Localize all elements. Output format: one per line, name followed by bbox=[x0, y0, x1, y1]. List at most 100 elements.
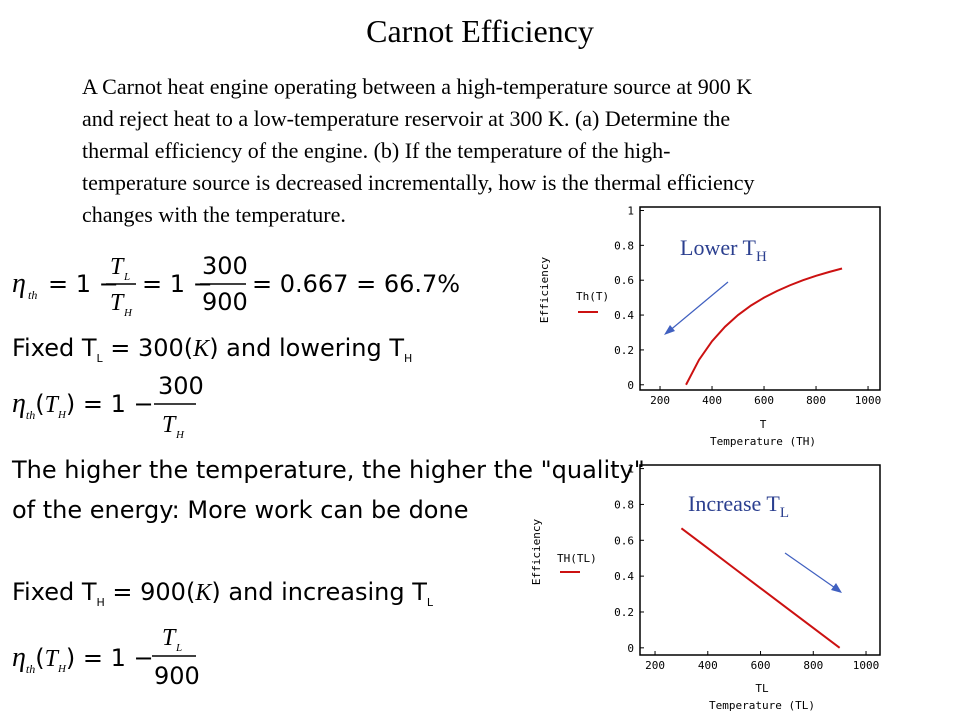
y-tick-label: 1 bbox=[627, 204, 634, 217]
subscript: H bbox=[756, 249, 767, 265]
symbol: η bbox=[12, 642, 26, 673]
x-tick-label: 200 bbox=[650, 394, 670, 407]
arrow-head bbox=[831, 583, 842, 593]
x-axis-label: TL bbox=[755, 682, 769, 695]
subscript: H bbox=[404, 352, 412, 365]
series-line bbox=[685, 267, 843, 386]
arrow-head bbox=[664, 325, 675, 335]
x-tick-label: 600 bbox=[754, 394, 774, 407]
equation-1: η th = 1 − T L T H = 1 − 300 900 = 0.667… bbox=[12, 252, 460, 319]
text: = 900( bbox=[105, 578, 196, 606]
y-tick-label: 0.6 bbox=[614, 534, 634, 547]
equation-3: ηth(TH) = 1 − T L 900 bbox=[12, 625, 200, 690]
y-axis-label: Efficiency bbox=[538, 257, 551, 324]
text: Fixed T bbox=[12, 578, 97, 606]
y-tick-label: 0.4 bbox=[614, 570, 634, 583]
subscript: L bbox=[123, 271, 130, 283]
y-tick-label: 0.2 bbox=[614, 344, 634, 357]
subscript: th bbox=[26, 408, 35, 422]
plot-frame bbox=[639, 464, 881, 656]
problem-line: and reject heat to a low-temperature res… bbox=[82, 106, 730, 131]
subscript: th bbox=[28, 288, 37, 302]
text: Fixed T bbox=[12, 334, 97, 362]
y-tick-label: 1 bbox=[627, 463, 634, 476]
fixed-tl: Fixed TL = 300(K) and lowering TH bbox=[12, 334, 412, 365]
denominator: 900 bbox=[154, 662, 200, 690]
symbol: η bbox=[12, 388, 26, 419]
subscript: H bbox=[57, 663, 67, 675]
problem: A Carnot heat engine operating between a… bbox=[82, 74, 755, 227]
title: Carnot Efficiency bbox=[366, 13, 594, 49]
subscript: th bbox=[26, 662, 35, 676]
plot-frame bbox=[639, 206, 881, 391]
text: ) = 1 − bbox=[66, 644, 154, 672]
subscript: H bbox=[175, 429, 185, 441]
text: Lower T bbox=[680, 235, 757, 260]
x-tick-label: 800 bbox=[803, 659, 823, 672]
quality-line: of the energy: More work can be done bbox=[12, 496, 468, 524]
subscript: L bbox=[175, 642, 182, 654]
equation: ηth(TH) = 1 − bbox=[12, 388, 154, 422]
y-tick-label: 0.8 bbox=[614, 239, 634, 252]
problem-line: A Carnot heat engine operating between a… bbox=[82, 74, 752, 99]
text: ) and lowering T bbox=[209, 334, 404, 362]
arrow bbox=[784, 552, 839, 591]
denominator: 900 bbox=[202, 288, 248, 316]
numerator: T bbox=[162, 625, 177, 651]
y-axis-label: Efficiency bbox=[530, 519, 543, 586]
subscript: L bbox=[427, 596, 434, 609]
denominator: T bbox=[110, 290, 125, 316]
x-tick-label: 400 bbox=[702, 394, 722, 407]
y-tick-label: 0.8 bbox=[614, 498, 634, 511]
legend-label: TH(TL) bbox=[557, 552, 597, 565]
x-axis-description: Temperature (TL) bbox=[709, 699, 815, 712]
annotation: Lower TH bbox=[680, 235, 767, 265]
y-tick-label: 0 bbox=[627, 642, 634, 655]
x-tick-label: 1000 bbox=[853, 659, 880, 672]
x-tick-label: 200 bbox=[645, 659, 665, 672]
subscript: L bbox=[96, 352, 103, 365]
y-tick-label: 0.4 bbox=[614, 309, 634, 322]
quality-line: The higher the temperature, the higher t… bbox=[11, 456, 645, 484]
fixed-th: Fixed TH = 900(K) and increasing TL bbox=[12, 578, 434, 609]
x-axis-label: T bbox=[760, 418, 767, 431]
subscript: H bbox=[123, 307, 133, 319]
series-line bbox=[680, 527, 841, 649]
y-tick-label: 0.6 bbox=[614, 274, 634, 287]
text: T bbox=[45, 646, 60, 672]
subscript: H bbox=[57, 409, 67, 421]
numerator: T bbox=[110, 254, 125, 280]
y-tick-label: 0 bbox=[627, 379, 634, 392]
problem-line: temperature source is decreased incremen… bbox=[82, 170, 755, 195]
symbol: η bbox=[12, 268, 26, 299]
numerator: 300 bbox=[202, 252, 248, 280]
x-tick-label: 600 bbox=[751, 659, 771, 672]
problem-line: thermal efficiency of the engine. (b) If… bbox=[82, 138, 670, 163]
x-tick-label: 1000 bbox=[855, 394, 882, 407]
equation-2: ηth(TH) = 1 − 300 T H bbox=[12, 372, 204, 441]
result: = 0.667 = 66.7% bbox=[252, 270, 460, 298]
text: K bbox=[194, 580, 213, 606]
subscript: H bbox=[96, 596, 104, 609]
text: K bbox=[192, 336, 211, 362]
problem-line: changes with the temperature. bbox=[82, 202, 346, 227]
text: ) = 1 − bbox=[66, 390, 154, 418]
x-tick-label: 800 bbox=[806, 394, 826, 407]
text: T bbox=[45, 392, 60, 418]
x-axis-description: Temperature (TH) bbox=[710, 435, 816, 448]
text: = 300( bbox=[103, 334, 194, 362]
x-tick-label: 400 bbox=[698, 659, 718, 672]
arrow bbox=[667, 281, 729, 333]
text: Increase T bbox=[688, 491, 780, 516]
subscript: L bbox=[780, 505, 789, 521]
legend-label: Th(T) bbox=[576, 290, 609, 303]
y-tick-label: 0.2 bbox=[614, 606, 634, 619]
denominator: T bbox=[162, 412, 177, 438]
text: ) and increasing T bbox=[211, 578, 427, 606]
equation: ηth(TH) = 1 − bbox=[12, 642, 154, 676]
text: ( bbox=[35, 390, 44, 418]
annotation: Increase TL bbox=[688, 491, 789, 521]
numerator: 300 bbox=[158, 372, 204, 400]
text: ( bbox=[35, 644, 44, 672]
